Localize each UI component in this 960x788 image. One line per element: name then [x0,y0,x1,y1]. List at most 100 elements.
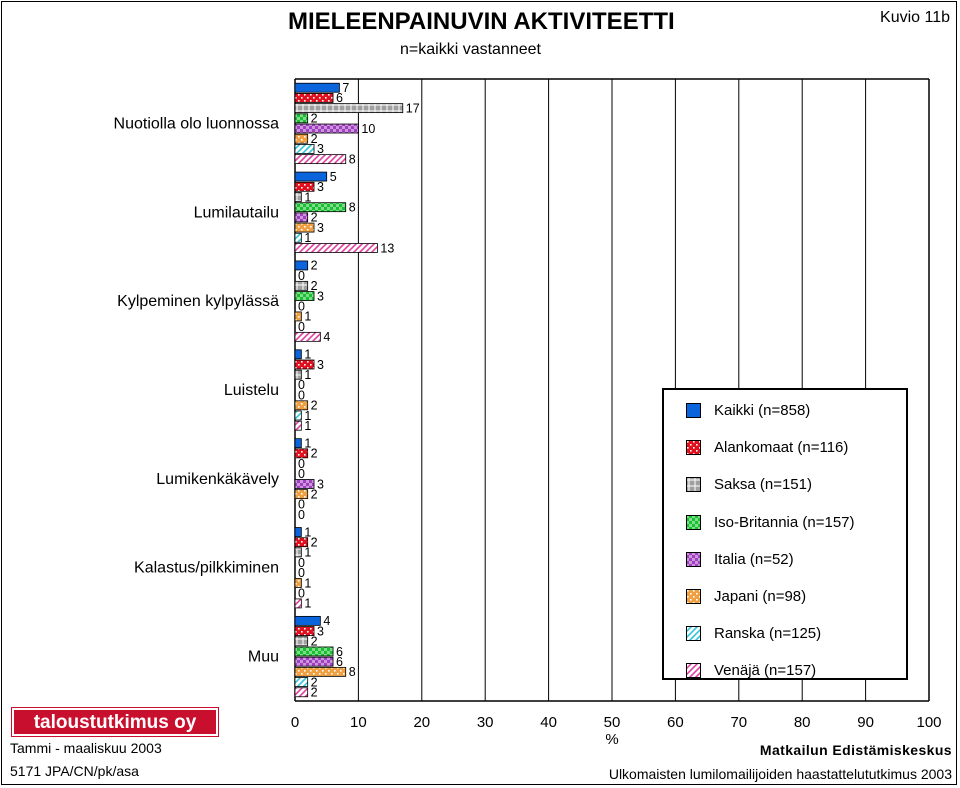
x-axis-label: % [605,731,618,748]
data-label-italia-n-52-lumilautailu: 2 [311,211,318,225]
bar-italia-n-52-lumilautailu [294,212,309,223]
chart-title: MIELEENPAINUVIN AKTIVITEETTI [288,8,675,35]
bar-japani-n-98-nuotiolla-olo-luonnossa [294,133,309,144]
bar-kaikki-n-858-kylpeminen-kylpyl-ss [294,260,309,271]
data-label-japani-n-98-luistelu: 2 [311,399,318,413]
bar-kaikki-n-858-lumilautailu [294,171,328,182]
x-tick-label-30: 30 [477,714,494,731]
data-label-kaikki-n-858-muu: 4 [323,614,330,628]
legend-swatch [686,477,701,493]
legend-swatch [686,551,701,567]
data-label-iso-britannia-n-157-luistelu: 0 [298,378,305,392]
data-label-japani-n-98-lumikenk-k-vely: 2 [311,487,318,501]
bar-ven-j-n-157-luistelu [294,420,302,431]
bar-italia-n-52-nuotiolla-olo-luonnossa [294,123,359,134]
figure-label: Kuvio 11b [880,9,950,26]
company-logo: taloustutkimus oy [11,707,219,737]
category-label-luistelu: Luistelu [224,382,279,399]
bar-japani-n-98-luistelu [294,400,309,411]
bar-ranska-n-125-luistelu [294,410,302,421]
data-label-japani-n-98-lumilautailu: 3 [317,221,324,235]
logo-text: taloustutkimus oy [33,712,197,733]
x-tick-label-60: 60 [667,714,684,731]
bar-ven-j-n-157-kylpeminen-kylpyl-ss [294,331,321,342]
data-label-italia-n-52-nuotiolla-olo-luonnossa: 10 [361,122,375,136]
data-label-alankomaat-n-116-kylpeminen-kylpyl-ss: 0 [298,269,305,283]
bar-saksa-n-151-luistelu [294,369,302,380]
data-label-kaikki-n-858-lumilautailu: 5 [330,170,337,184]
data-label-japani-n-98-muu: 8 [349,665,356,679]
bar-ranska-n-125-lumilautailu [294,232,302,243]
data-label-ranska-n-125-luistelu: 1 [304,409,311,423]
data-label-ranska-n-125-kalastus-pilkkiminen: 0 [298,587,305,601]
x-tick-label-100: 100 [916,714,941,731]
bar-japani-n-98-muu [294,666,347,677]
bar-ven-j-n-157-muu [294,687,309,698]
bar-iso-britannia-n-157-muu [294,646,334,657]
data-label-ven-j-n-157-nuotiolla-olo-luonnossa: 8 [349,152,356,166]
bar-ven-j-n-157-lumilautailu [294,243,378,253]
bar-saksa-n-151-kalastus-pilkkiminen [294,547,302,558]
bar-kaikki-n-858-muu [294,615,321,626]
category-label-kylpeminen-kylpyl-ss: Kylpeminen kylpylässä [117,293,279,310]
bar-iso-britannia-n-157-nuotiolla-olo-luonnossa [294,113,309,124]
study-name: Ulkomaisten lumilomailijoiden haastattel… [608,766,952,782]
bar-alankomaat-n-116-muu [294,626,315,636]
data-label-iso-britannia-n-157-lumikenk-k-vely: 0 [298,467,305,481]
bar-kaikki-n-858-nuotiolla-olo-luonnossa [294,82,340,93]
data-label-ranska-n-125-nuotiolla-olo-luonnossa: 3 [317,142,324,156]
x-tick-label-0: 0 [291,714,299,731]
category-label-muu: Muu [248,649,279,666]
data-label-ranska-n-125-lumikenk-k-vely: 0 [298,498,305,512]
bar-saksa-n-151-lumilautailu [294,192,302,202]
category-label-lumikenk-k-vely: Lumikenkäkävely [156,471,279,488]
bar-ranska-n-125-nuotiolla-olo-luonnossa [294,144,315,154]
data-label-ven-j-n-157-muu: 2 [311,686,318,700]
category-label-nuotiolla-olo-luonnossa: Nuotiolla olo luonnossa [114,115,280,132]
legend-label: Japani (n=98) [714,588,807,605]
data-label-japani-n-98-kylpeminen-kylpyl-ss: 1 [304,310,311,324]
data-label-ven-j-n-157-kalastus-pilkkiminen: 1 [304,597,311,611]
bar-iso-britannia-n-157-kylpeminen-kylpyl-ss [294,291,315,301]
bar-alankomaat-n-116-kalastus-pilkkiminen [294,537,309,548]
data-label-japani-n-98-kalastus-pilkkiminen: 1 [304,576,311,590]
data-label-ven-j-n-157-kylpeminen-kylpyl-ss: 4 [323,330,330,344]
data-label-ven-j-n-157-lumilautailu: 13 [380,241,394,255]
data-label-italia-n-52-muu: 6 [336,655,343,669]
bar-ven-j-n-157-nuotiolla-olo-luonnossa [294,154,347,165]
x-tick-label-80: 80 [794,714,811,731]
data-label-iso-britannia-n-157-kalastus-pilkkiminen: 0 [298,556,305,570]
legend-label: Saksa (n=151) [714,476,812,494]
data-label-italia-n-52-kylpeminen-kylpyl-ss: 0 [298,300,305,314]
legend-swatch [686,626,701,642]
data-label-alankomaat-n-116-muu: 3 [317,624,324,638]
data-label-alankomaat-n-116-nuotiolla-olo-luonnossa: 6 [336,91,343,105]
x-tick-label-50: 50 [604,714,621,731]
data-label-saksa-n-151-luistelu: 1 [304,368,311,382]
legend-swatch [686,514,701,530]
bar-italia-n-52-muu [294,656,334,667]
legend-label: Iso-Britannia (n=157) [714,513,855,531]
bar-italia-n-52-lumikenk-k-vely [294,479,315,489]
data-label-kaikki-n-858-kalastus-pilkkiminen: 1 [304,525,311,539]
x-tick-label-70: 70 [730,714,747,731]
bar-alankomaat-n-116-nuotiolla-olo-luonnossa [294,93,334,103]
data-label-alankomaat-n-116-lumilautailu: 3 [317,180,324,194]
report-code: 5171 JPA/CN/pk/asa [10,763,139,779]
data-label-saksa-n-151-kalastus-pilkkiminen: 1 [304,546,311,560]
data-label-japani-n-98-nuotiolla-olo-luonnossa: 2 [311,132,318,146]
data-label-ranska-n-125-kylpeminen-kylpyl-ss: 0 [298,320,305,334]
bar-saksa-n-151-muu [294,636,309,647]
bar-alankomaat-n-116-lumikenk-k-vely [294,448,309,459]
x-tick-label-10: 10 [350,714,367,731]
bar-japani-n-98-kylpeminen-kylpyl-ss [294,311,302,322]
bar-iso-britannia-n-157-lumilautailu [294,202,347,213]
bar-japani-n-98-lumikenk-k-vely [294,489,309,500]
x-tick-label-40: 40 [540,714,557,731]
bar-japani-n-98-lumilautailu [294,222,315,233]
data-label-ven-j-n-157-luistelu: 1 [304,419,311,433]
data-label-ven-j-n-157-lumikenk-k-vely: 0 [298,508,305,522]
data-label-saksa-n-151-lumikenk-k-vely: 0 [298,457,305,471]
